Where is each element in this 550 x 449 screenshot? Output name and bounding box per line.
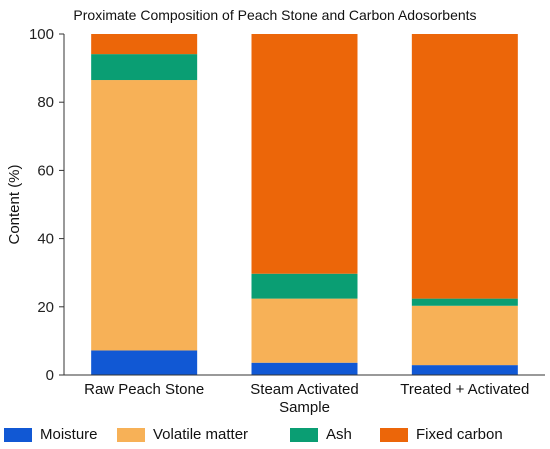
bar-segment-ash-2 xyxy=(411,298,518,306)
legend-label: Ash xyxy=(326,426,352,443)
bar-segment-ash-0 xyxy=(91,54,198,81)
bar-segment-volatile-matter-1 xyxy=(251,298,358,363)
bar-segment-moisture-2 xyxy=(411,365,518,375)
y-tick-label-100: 100 xyxy=(29,26,54,43)
legend-item-ash: Ash xyxy=(290,426,352,443)
legend-item-moisture: Moisture xyxy=(4,426,98,443)
bar-segment-ash-1 xyxy=(251,273,358,299)
bar-segment-fixed-carbon-2 xyxy=(411,34,518,299)
y-tick-label-80: 80 xyxy=(37,94,54,111)
y-axis-title: Content (%) xyxy=(6,164,23,244)
y-tick-label-60: 60 xyxy=(37,162,54,179)
bar-segment-volatile-matter-0 xyxy=(91,80,198,351)
legend-item-fixed-carbon: Fixed carbon xyxy=(380,426,503,443)
bar-segment-volatile-matter-2 xyxy=(411,305,518,366)
legend-label: Moisture xyxy=(40,426,98,443)
legend-label: Volatile matter xyxy=(153,426,249,443)
legend-item-volatile-matter: Volatile matter xyxy=(117,426,248,443)
bar-segment-fixed-carbon-0 xyxy=(91,34,198,55)
chart-title: Proximate Composition of Peach Stone and… xyxy=(73,7,477,23)
bar-segment-fixed-carbon-1 xyxy=(251,34,358,274)
x-tick-label-2: Treated + Activated xyxy=(400,381,529,398)
x-tick-label-0: Raw Peach Stone xyxy=(84,381,204,398)
legend-swatch xyxy=(4,427,32,442)
legend-swatch xyxy=(380,427,408,442)
y-tick-label-0: 0 xyxy=(46,367,54,384)
bar-segment-moisture-0 xyxy=(91,350,198,375)
legend: Moisture Volatile matter Ash Fixed carbon xyxy=(0,426,550,448)
bar-segment-moisture-1 xyxy=(251,362,358,375)
legend-label: Fixed carbon xyxy=(416,426,503,443)
y-tick-label-20: 20 xyxy=(37,299,54,316)
legend-swatch xyxy=(117,427,145,442)
legend-swatch xyxy=(290,427,318,442)
y-tick-label-40: 40 xyxy=(37,231,54,248)
x-tick-label-1-line-1: Sample xyxy=(279,399,330,416)
x-tick-label-1-line-0: Steam Activated xyxy=(250,381,358,398)
